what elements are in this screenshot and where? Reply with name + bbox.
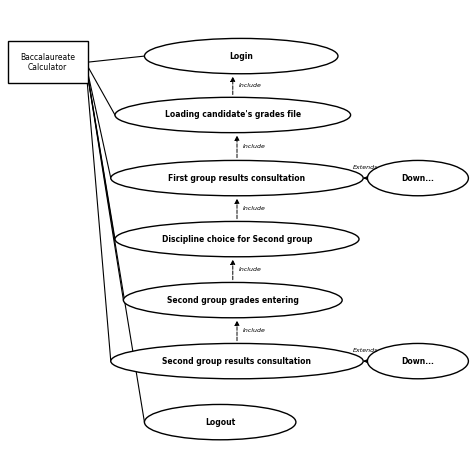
Ellipse shape	[111, 344, 363, 379]
Ellipse shape	[115, 221, 359, 257]
Text: Include: Include	[239, 83, 262, 88]
FancyBboxPatch shape	[8, 41, 88, 83]
Text: Loading candidate's grades file: Loading candidate's grades file	[165, 110, 301, 119]
Text: Down...: Down...	[401, 173, 434, 182]
Text: Login: Login	[229, 52, 253, 61]
Ellipse shape	[367, 160, 468, 196]
Ellipse shape	[145, 404, 296, 440]
Ellipse shape	[123, 283, 342, 318]
Text: Include: Include	[243, 206, 266, 211]
Text: Extends: Extends	[353, 164, 378, 170]
Text: Include: Include	[239, 267, 262, 272]
Text: Extends: Extends	[353, 348, 378, 353]
Text: Down...: Down...	[401, 356, 434, 365]
Text: Logout: Logout	[205, 418, 235, 427]
Text: Second group grades entering: Second group grades entering	[167, 296, 299, 305]
Ellipse shape	[111, 160, 363, 196]
Text: Second group results consultation: Second group results consultation	[163, 356, 311, 365]
Ellipse shape	[115, 97, 351, 133]
Text: Include: Include	[243, 328, 266, 333]
Ellipse shape	[367, 344, 468, 379]
Ellipse shape	[145, 38, 338, 74]
Text: Discipline choice for Second group: Discipline choice for Second group	[162, 235, 312, 244]
Text: Baccalaureate
Calculator: Baccalaureate Calculator	[20, 53, 75, 72]
Text: First group results consultation: First group results consultation	[168, 173, 306, 182]
Text: Include: Include	[243, 144, 266, 149]
